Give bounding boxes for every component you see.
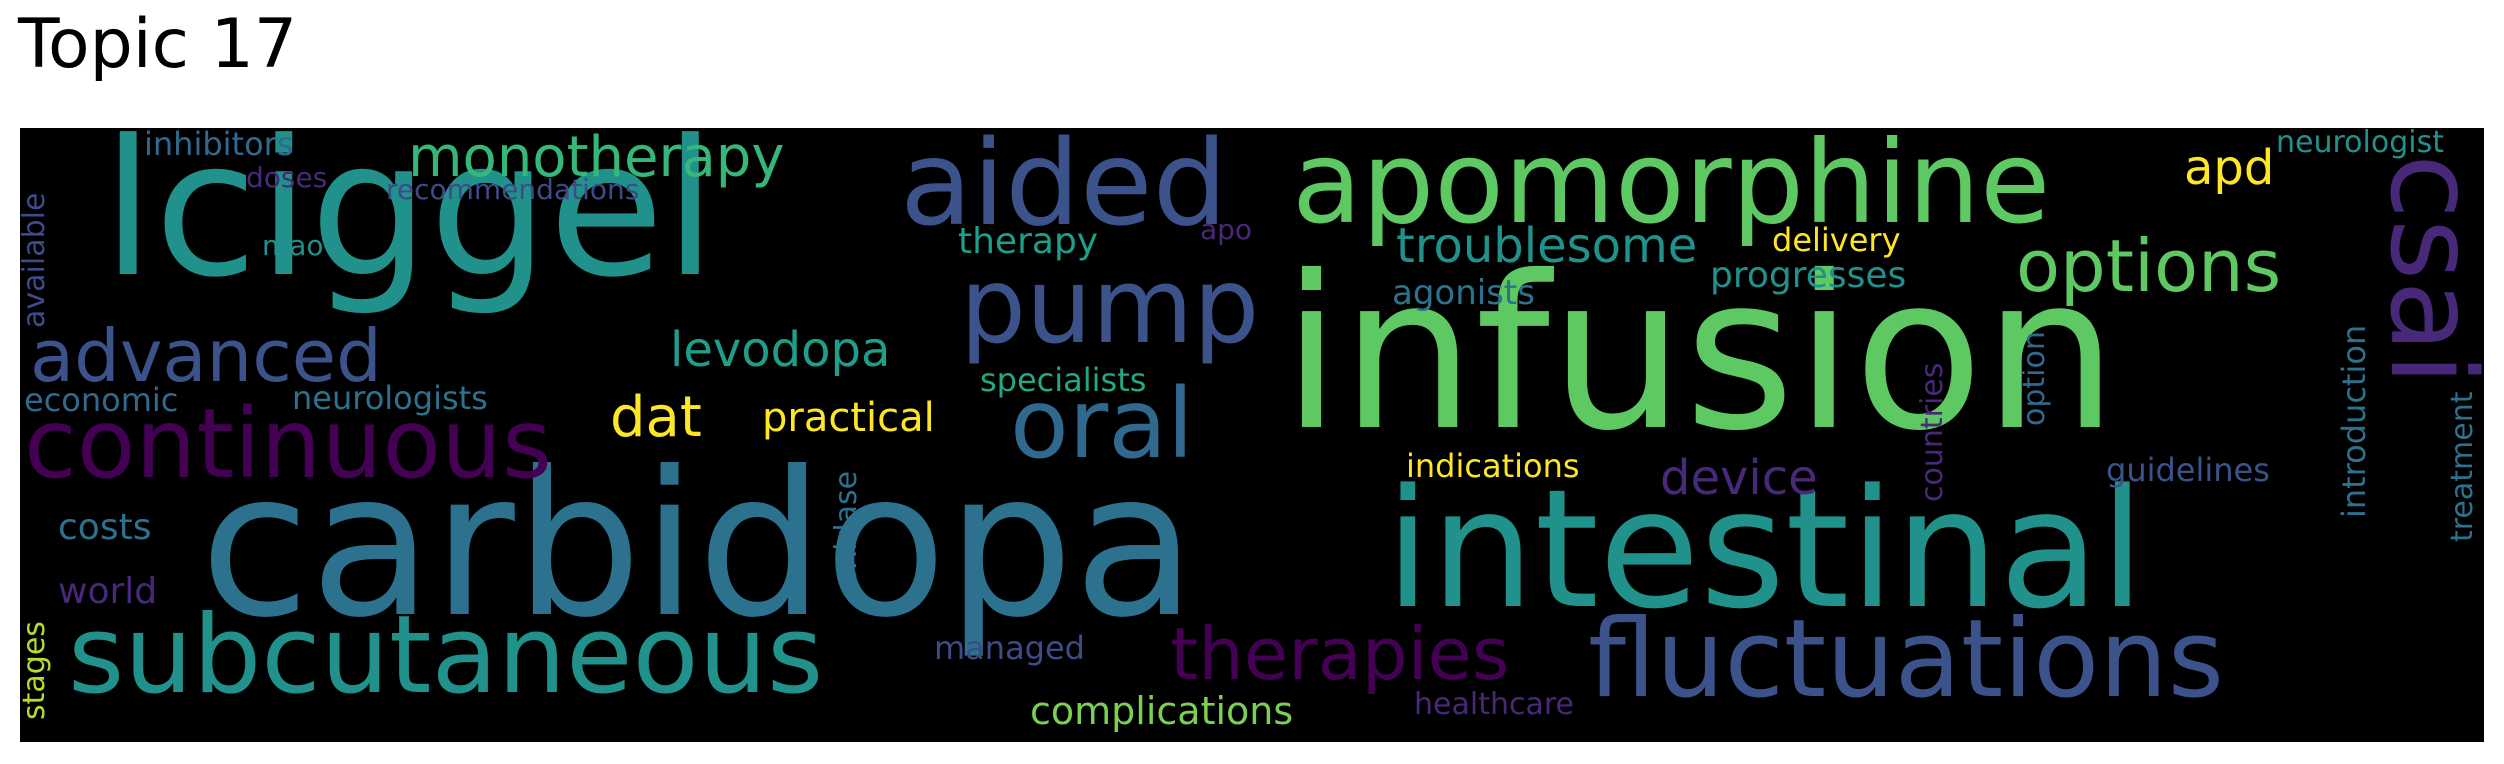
word-countries: countries (1918, 363, 1948, 502)
word-costs: costs (58, 510, 151, 546)
word-therapy: therapy (958, 224, 1098, 260)
word-stages: stages (20, 621, 50, 720)
word-subcutaneous: subcutaneous (68, 602, 823, 710)
word-practical: practical (762, 398, 935, 438)
word-therapies: therapies (1170, 618, 1509, 690)
word-specialists: specialists (980, 364, 1146, 396)
word-complications: complications (1030, 692, 1293, 730)
word-inhibitors: inhibitors (144, 128, 294, 160)
word-oxidase: oxidase (832, 471, 862, 586)
word-pump: pump (960, 254, 1259, 358)
word-guidelines: guidelines (2106, 454, 2270, 486)
word-option: option (2020, 331, 2050, 426)
word-agonists: agonists (1392, 276, 1535, 310)
word-managed: managed (934, 632, 1085, 664)
word-introduction: introduction (2338, 325, 2370, 518)
word-world: world (58, 574, 157, 610)
word-available: available (20, 193, 50, 328)
word-recommendations: recommendations (386, 176, 639, 204)
word-delivery: delivery (1772, 224, 1901, 256)
page-title: Topic 17 (18, 8, 297, 83)
word-doses: doses (246, 164, 327, 192)
word-options: options (2016, 230, 2281, 302)
word-csai: csai (2374, 154, 2484, 385)
word-apd: apd (2184, 144, 2274, 192)
word-indications: indications (1406, 450, 1580, 482)
word-troublesome: troublesome (1396, 222, 1697, 270)
word-apo: apo (1200, 216, 1252, 244)
word-cloud: infusion carbidopa intestinal lciggel ap… (20, 128, 2484, 742)
word-device: device (1660, 454, 1818, 502)
word-progresses: progresses (1710, 258, 1906, 294)
word-healthcare: healthcare (1414, 690, 1574, 720)
word-dat: dat (610, 390, 702, 446)
word-treatment: treatment (2448, 392, 2478, 543)
word-economic: economic (24, 384, 178, 416)
word-mao: mao (262, 232, 324, 260)
word-neurologists: neurologists (292, 382, 488, 414)
word-levodopa: levodopa (670, 326, 890, 374)
word-fluctuations: fluctuations (1588, 606, 2224, 714)
